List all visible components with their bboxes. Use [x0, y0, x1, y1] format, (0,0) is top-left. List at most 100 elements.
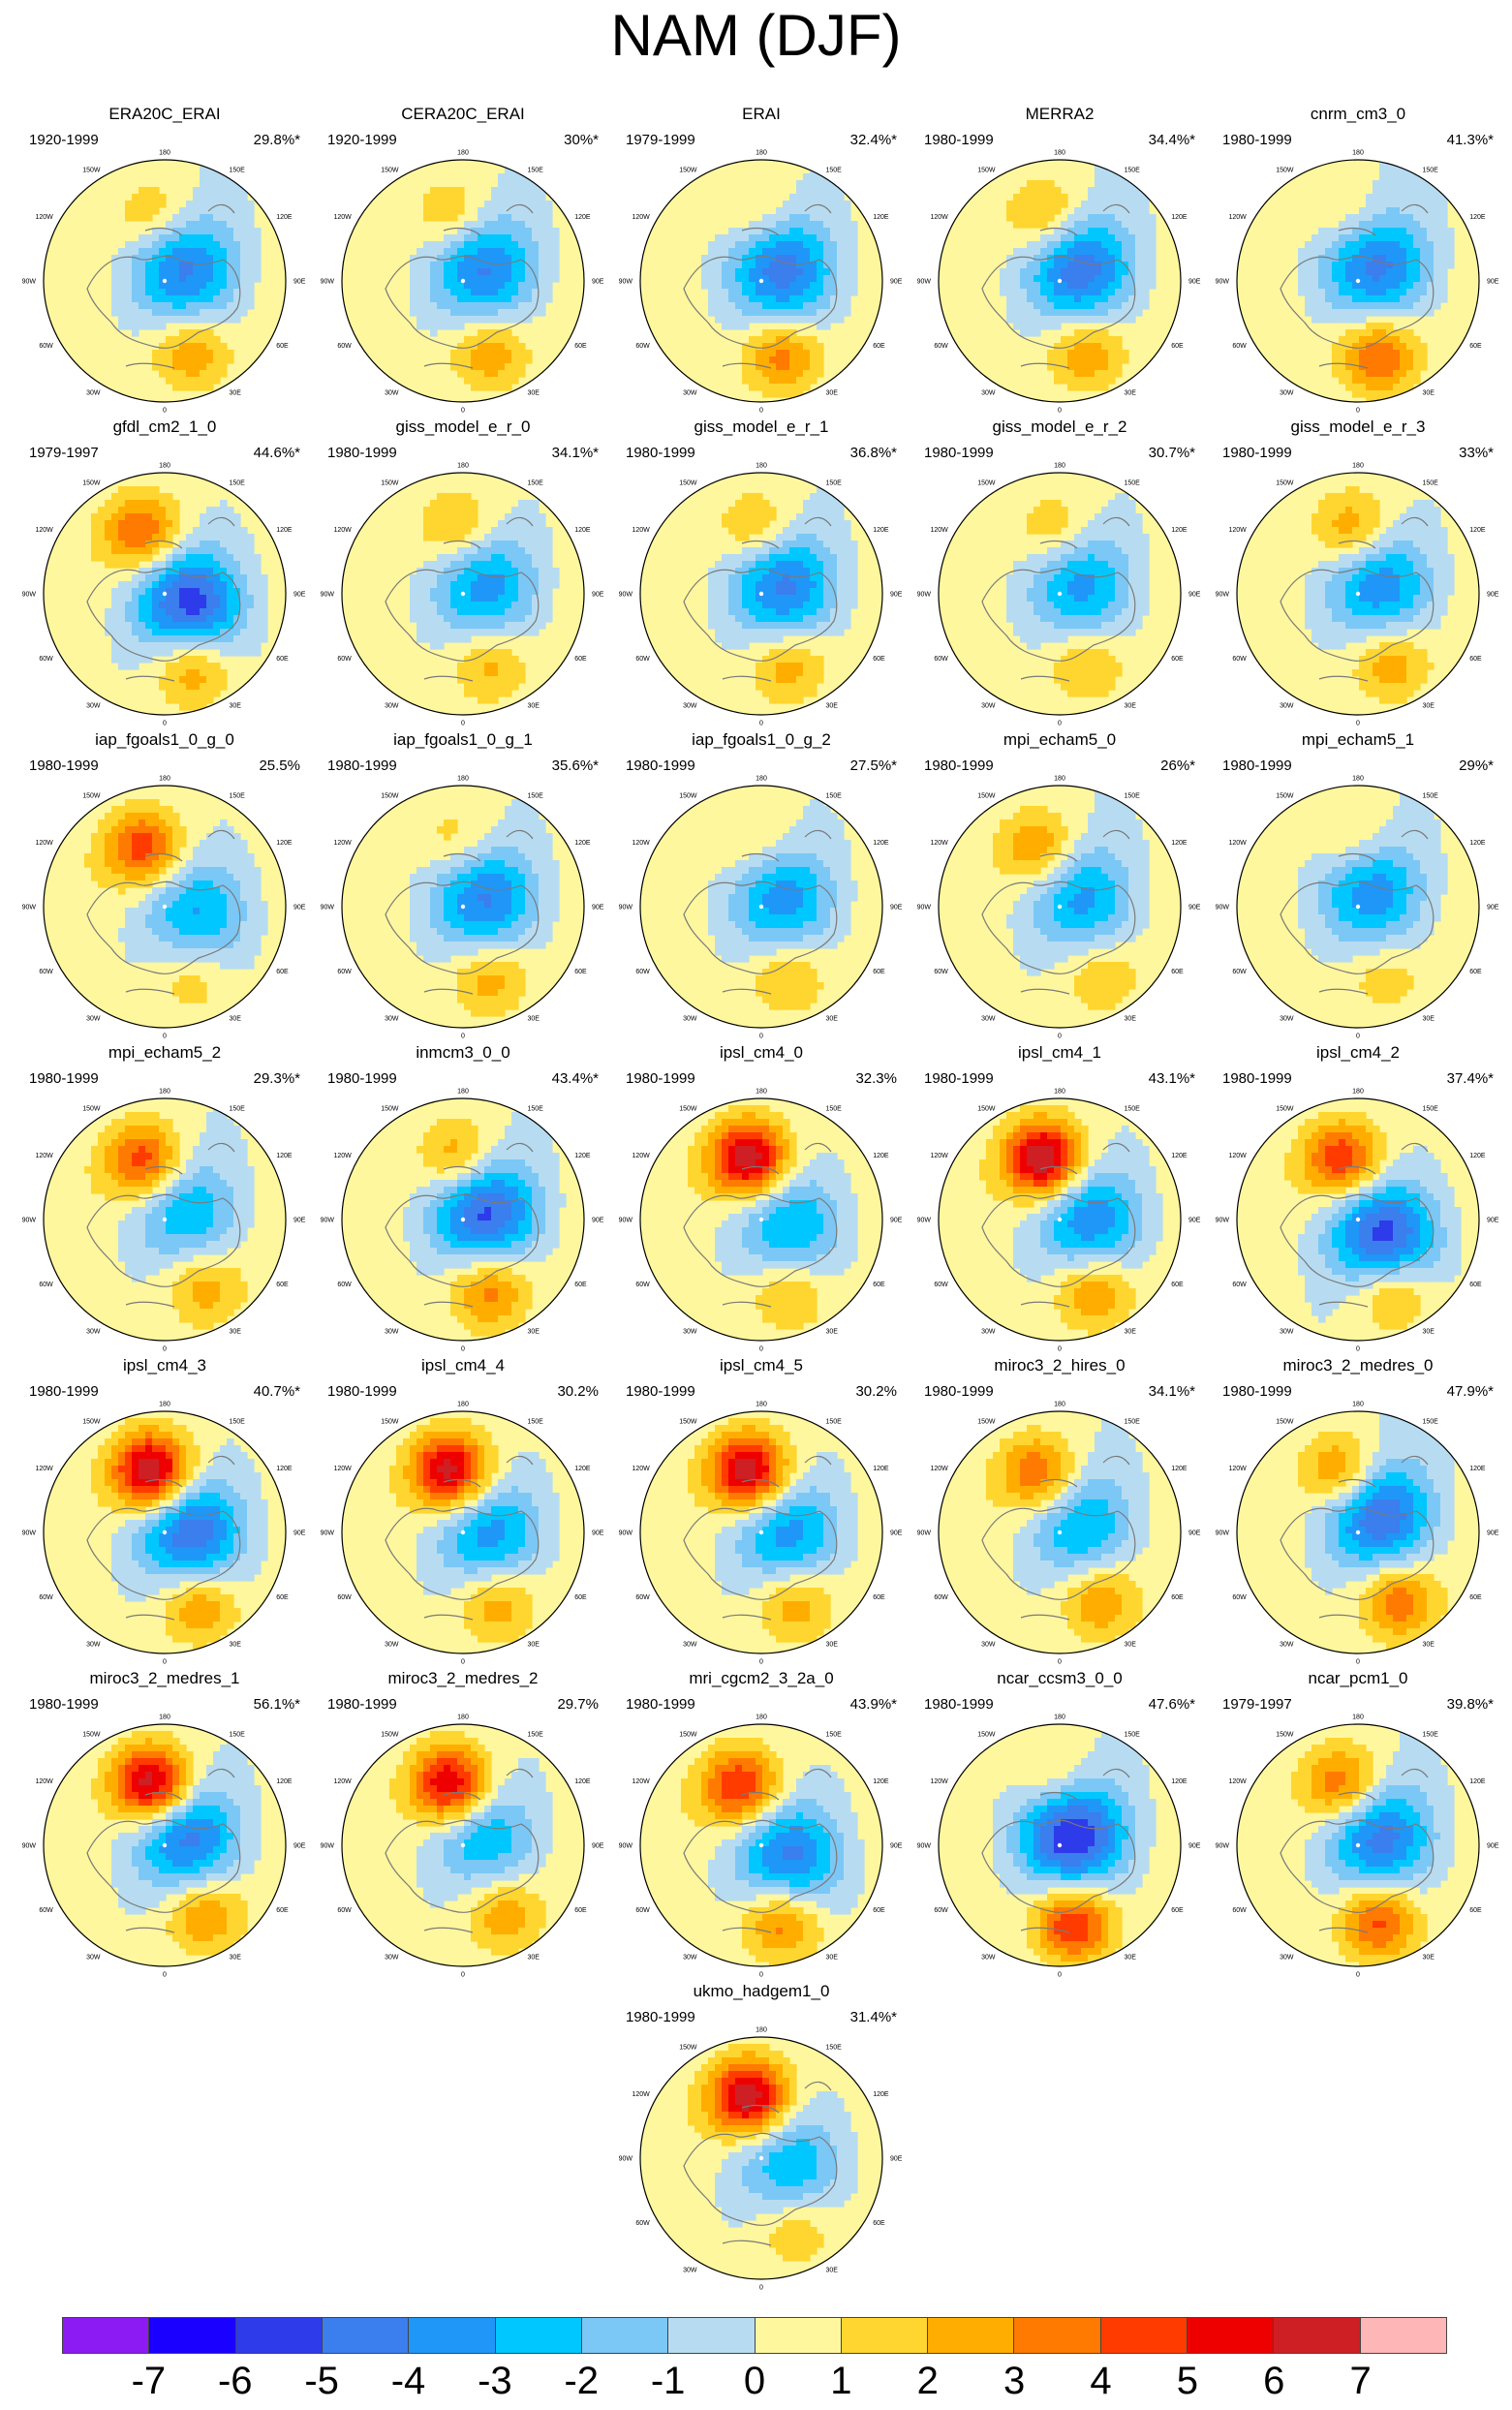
panel-ipsl_cm4_0: ipsl_cm4_0 1980-1999 32.3% 180 150E 120E 90E 60…	[619, 1043, 903, 1353]
longitude-label: 150W	[679, 1731, 697, 1738]
panel-title: iap_fgoals1_0_g_1	[393, 730, 533, 749]
longitude-label: 150W	[1276, 479, 1294, 486]
longitude-label: 120W	[334, 527, 353, 534]
longitude-label: 150E	[528, 1105, 544, 1112]
longitude-label: 180	[159, 1715, 170, 1721]
panel-period: 1980-1999	[1222, 1070, 1292, 1087]
colorbar-tick-label: -2	[564, 2360, 600, 2402]
longitude-label: 150W	[977, 1105, 996, 1112]
longitude-label: 90E	[592, 1843, 604, 1850]
map-boundary	[938, 1723, 1182, 1967]
longitude-label: 90E	[1487, 1218, 1499, 1224]
longitude-label: 180	[1054, 1089, 1065, 1096]
longitude-label: 0	[759, 2285, 763, 2292]
longitude-label: 60W	[39, 1594, 53, 1601]
longitude-label: 120E	[574, 1466, 591, 1472]
panel-period: 1980-1999	[924, 132, 994, 148]
longitude-label: 60E	[873, 1907, 885, 1914]
panel-period: 1980-1999	[29, 1070, 99, 1087]
panel-variance: 33%*	[1459, 445, 1494, 461]
longitude-label: 180	[756, 1402, 767, 1408]
panel-mpi_echam5_0: mpi_echam5_0 1980-1999 26%* 180 150E 120E 90E 6…	[917, 730, 1201, 1040]
panel-miroc3_2_medres_0: miroc3_2_medres_0 1980-1999 47.9%* 180 150E 1…	[1216, 1356, 1499, 1666]
longitude-label: 60E	[276, 343, 289, 350]
longitude-label: 90W	[321, 279, 335, 286]
longitude-label: 180	[457, 1402, 469, 1408]
longitude-label: 30E	[528, 1329, 540, 1336]
north-pole-marker	[1057, 904, 1063, 910]
longitude-label: 30W	[385, 703, 399, 710]
north-pole-marker	[1057, 1842, 1063, 1848]
longitude-label: 30E	[826, 390, 839, 397]
north-pole-marker	[758, 1529, 764, 1535]
panel-title: mpi_echam5_1	[1301, 730, 1415, 749]
longitude-label: 150W	[82, 1731, 101, 1738]
field-layer	[1237, 1724, 1479, 1966]
colorbar-tick-label: -5	[304, 2360, 339, 2402]
colorbar-swatch	[928, 2318, 1015, 2353]
colorbar-tick-label: -1	[650, 2360, 686, 2402]
colorbar-tick-label: 6	[1263, 2360, 1285, 2402]
panel-period: 1980-1999	[626, 445, 695, 461]
longitude-label: 30W	[86, 1642, 101, 1649]
coastline	[1280, 203, 1435, 369]
longitude-label: 60E	[276, 969, 289, 975]
longitude-label: 90W	[321, 1530, 335, 1537]
longitude-label: 150W	[679, 792, 697, 799]
panel-title: ipsl_cm4_0	[720, 1043, 803, 1062]
longitude-label: 180	[159, 1089, 170, 1096]
map-boundary	[639, 1723, 883, 1967]
longitude-label: 0	[461, 721, 465, 727]
field-layer	[640, 2037, 882, 2279]
polar-map: 180 150E 120E 90E 60E 30E 0 30W 60W 90W 120W 150W	[1216, 1715, 1499, 1979]
colorbar-tick-label: 4	[1090, 2360, 1112, 2402]
north-pole-marker	[1057, 591, 1063, 597]
longitude-label: 60E	[1171, 343, 1184, 350]
panel-title: miroc3_2_hires_0	[994, 1356, 1126, 1375]
longitude-label: 90W	[917, 279, 932, 286]
longitude-label: 120E	[276, 1153, 293, 1159]
longitude-label: 30E	[826, 1642, 839, 1649]
panel-period: 1979-1997	[1222, 1696, 1292, 1713]
longitude-label: 60W	[337, 343, 352, 350]
longitude-label: 60W	[39, 1907, 53, 1914]
longitude-label: 90E	[293, 1530, 306, 1537]
panel-title: ERAI	[742, 105, 781, 123]
longitude-label: 30W	[1280, 1329, 1294, 1336]
map-boundary	[43, 1097, 287, 1342]
field-layer	[939, 786, 1181, 1028]
longitude-label: 120W	[633, 527, 651, 534]
coastline	[1280, 1142, 1435, 1308]
longitude-label: 150W	[381, 1731, 399, 1738]
colorbar-tick-label: 0	[743, 2360, 766, 2402]
longitude-label: 60W	[1232, 343, 1247, 350]
field-layer	[939, 1098, 1181, 1341]
longitude-label: 120E	[1469, 1466, 1486, 1472]
longitude-label: 150E	[1423, 792, 1439, 799]
north-pole-marker	[162, 904, 168, 910]
polar-map: 180 150E 120E 90E 60E 30E 0 30W 60W 90W 120W 150W	[917, 776, 1201, 1040]
panel-CERA20C_ERAI: CERA20C_ERAI 1920-1999 30%* 180 150E 120E 90E 6…	[321, 105, 604, 415]
panel-ukmo_hadgem1_0: ukmo_hadgem1_0 1980-1999 31.4%* 180 150E 120E…	[619, 1982, 903, 2292]
coastline	[1280, 829, 1435, 995]
coastline	[86, 203, 241, 369]
coastline	[86, 516, 241, 682]
coastline	[981, 516, 1136, 682]
longitude-label: 150W	[1276, 1105, 1294, 1112]
longitude-label: 120E	[276, 527, 293, 534]
panel-title: inmcm3_0_0	[416, 1043, 510, 1062]
north-pole-marker	[1057, 1217, 1063, 1222]
panel-period: 1980-1999	[626, 1383, 695, 1400]
longitude-label: 150E	[826, 2044, 843, 2051]
longitude-label: 150W	[82, 1418, 101, 1425]
longitude-label: 180	[756, 463, 767, 470]
panel-ipsl_cm4_4: ipsl_cm4_4 1980-1999 30.2% 180 150E 120E 90E 60…	[321, 1356, 604, 1666]
longitude-label: 30E	[528, 1642, 540, 1649]
longitude-label: 90W	[619, 279, 633, 286]
longitude-label: 120E	[1469, 214, 1486, 221]
polar-map: 180 150E 120E 90E 60E 30E 0 30W 60W 90W 120W 150W	[1216, 776, 1499, 1040]
longitude-label: 150E	[826, 479, 843, 486]
coastline	[1280, 516, 1435, 682]
panel-ncar_ccsm3_0_0: ncar_ccsm3_0_0 1980-1999 47.6%* 180 150E 120E…	[917, 1669, 1201, 1979]
map-boundary	[341, 1723, 585, 1967]
